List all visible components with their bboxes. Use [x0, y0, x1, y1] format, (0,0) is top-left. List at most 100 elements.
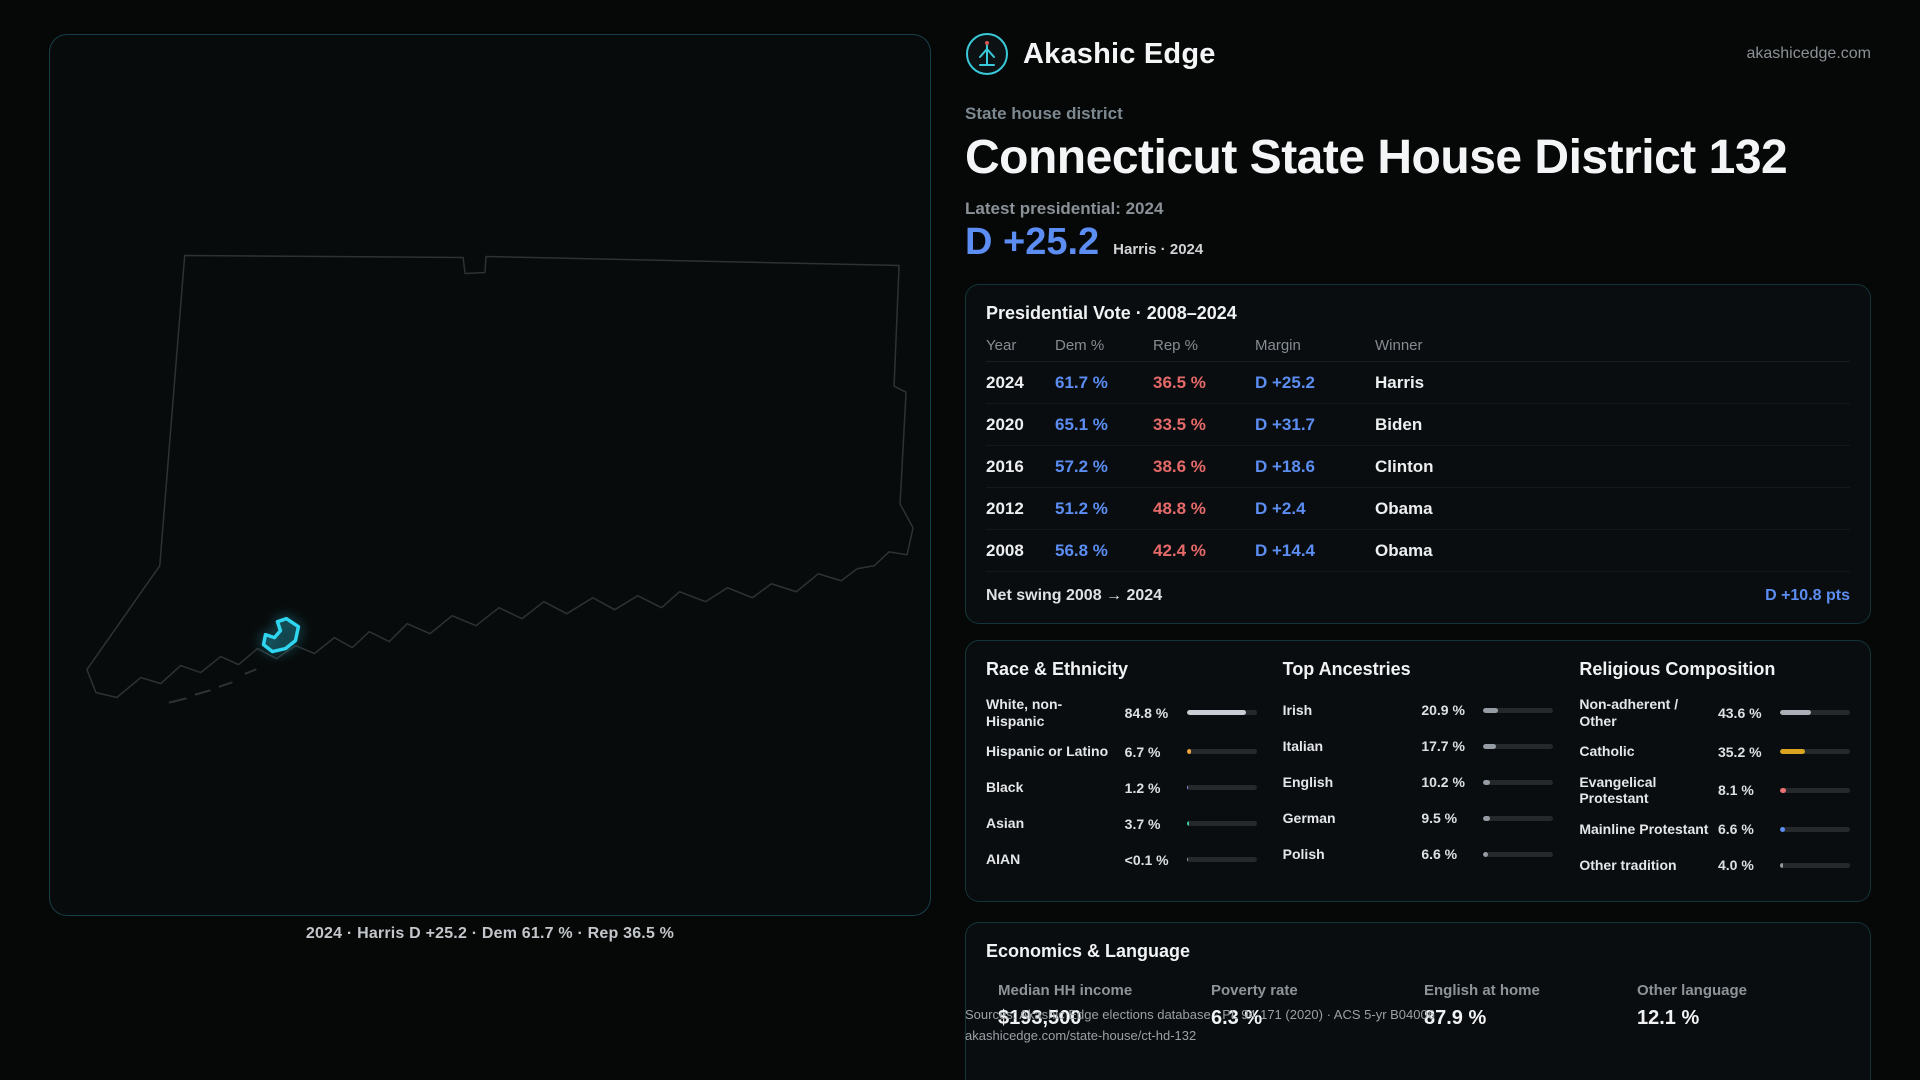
cell-rep-pct: 38.6 % — [1153, 456, 1206, 476]
demo-value: 10.2 % — [1421, 774, 1465, 790]
demo-bar-fill — [1779, 710, 1811, 716]
demo-row: Non-adherent / Other 43.6 % — [1579, 692, 1850, 734]
coastal-islands — [168, 668, 257, 704]
stat-label: English at home — [1424, 982, 1540, 1000]
demo-value: 17.7 % — [1421, 738, 1465, 754]
cell-winner: Clinton — [1375, 456, 1434, 476]
demo-value: 8.1 % — [1717, 782, 1754, 799]
footer: Sources: Akashic Edge elections database… — [965, 1004, 1565, 1046]
demo-bar-track — [1186, 749, 1257, 755]
demo-value: 1.2 % — [1124, 779, 1161, 796]
cell-year: 2016 — [986, 456, 1024, 476]
race-section-title: Race & Ethnicity — [986, 659, 1129, 679]
cell-dem-pct: 51.2 % — [1055, 498, 1108, 518]
col-header-winner: Winner — [1375, 337, 1423, 354]
demo-label: Black — [986, 779, 1024, 796]
religion-section-title: Religious Composition — [1579, 659, 1776, 679]
demo-bar-fill — [1483, 851, 1488, 857]
demo-label: Irish — [1282, 701, 1313, 718]
demo-bar-fill — [1483, 707, 1498, 713]
demo-label: Non-adherent / Other — [1579, 696, 1679, 729]
headline-margin: D +25.2 — [965, 221, 1100, 263]
table-row: 2008 56.8 % 42.4 % D +14.4 Obama — [986, 530, 1850, 572]
kicker: State house district — [965, 104, 1123, 123]
cell-rep-pct: 48.8 % — [1153, 498, 1206, 518]
stat-poverty-rate: Poverty rate 6.3 % — [1211, 982, 1424, 1030]
demo-bar-track — [1186, 710, 1257, 716]
demo-label: Evangelical Protestant — [1579, 773, 1657, 807]
connecticut-outline — [86, 254, 914, 699]
demo-row: Irish 20.9 % — [1283, 692, 1554, 728]
table-row: 2024 61.7 % 36.5 % D +25.2 Harris — [986, 362, 1850, 404]
cell-margin: D +25.2 — [1255, 372, 1316, 392]
demo-label: Other tradition — [1579, 856, 1677, 873]
footer-permalink[interactable]: akashicedge.com/state-house/ct-hd-132 — [965, 1028, 1197, 1043]
demo-value: 43.6 % — [1717, 704, 1762, 721]
demo-bar-track — [1186, 785, 1257, 791]
demo-bar-track — [1779, 749, 1850, 755]
demo-bar-track — [1779, 787, 1850, 793]
demo-value: 84.8 % — [1124, 704, 1169, 721]
demo-bar-fill — [1483, 779, 1491, 785]
demo-bar-track — [1779, 710, 1850, 716]
demo-row: Evangelical Protestant 8.1 % — [1579, 770, 1850, 812]
stat-english-at-home: English at home 87.9 % — [1424, 982, 1637, 1030]
stat-value: 12.1 % — [1637, 1007, 1700, 1030]
demo-row: White, non-Hispanic 84.8 % — [986, 692, 1257, 734]
table-row: 2020 65.1 % 33.5 % D +31.7 Biden — [986, 404, 1850, 446]
headline-sub: Harris · 2024 — [1113, 241, 1204, 258]
demo-bar-track — [1186, 821, 1257, 827]
demo-label: Polish — [1282, 845, 1325, 862]
demo-bar-fill — [1186, 785, 1188, 791]
demo-value: 6.6 % — [1717, 821, 1754, 838]
demo-row: Hispanic or Latino 6.7 % — [986, 734, 1257, 770]
district-map-panel — [49, 34, 931, 916]
presidential-vote-card: Presidential Vote · 2008–2024 Year Dem %… — [965, 284, 1871, 624]
brand-domain-link[interactable]: akashicedge.com — [1746, 45, 1871, 62]
demo-bar-track — [1186, 857, 1257, 863]
demo-value: 4.0 % — [1717, 857, 1754, 874]
cell-year: 2020 — [986, 414, 1024, 434]
race-ethnicity-section: Race & Ethnicity White, non-Hispanic 84.… — [986, 659, 1257, 883]
ancestries-section-title: Top Ancestries — [1282, 659, 1411, 679]
demo-label: Mainline Protestant — [1579, 820, 1709, 837]
cell-dem-pct: 65.1 % — [1055, 414, 1108, 434]
demo-value: <0.1 % — [1124, 851, 1169, 868]
cell-winner: Obama — [1375, 540, 1433, 560]
demo-value: 9.5 % — [1421, 810, 1458, 826]
economics-card: Economics & Language Median HH income $1… — [965, 922, 1871, 1080]
demo-value: 6.7 % — [1124, 743, 1161, 760]
demo-bar-fill — [1779, 749, 1805, 755]
demo-bar-fill — [1483, 743, 1496, 749]
demo-label: Hispanic or Latino — [986, 743, 1109, 760]
demo-row: Italian 17.7 % — [1283, 728, 1554, 764]
cell-margin: D +31.7 — [1255, 414, 1316, 434]
latest-presidential-label: Latest presidential: 2024 — [965, 199, 1164, 218]
table-row: 2016 57.2 % 38.6 % D +18.6 Clinton — [986, 446, 1850, 488]
demo-bar-fill — [1186, 749, 1192, 755]
header: Akashic Edge akashicedge.com — [965, 30, 1871, 78]
demo-row: Black 1.2 % — [986, 770, 1257, 806]
stat-label: Median HH income — [998, 982, 1133, 1000]
demo-bar-track — [1483, 707, 1554, 713]
demo-label: Asian — [986, 815, 1025, 832]
highlighted-district-shape — [261, 616, 301, 654]
cell-rep-pct: 33.5 % — [1153, 414, 1206, 434]
demo-label: English — [1282, 773, 1334, 790]
net-swing-label: Net swing 2008 → 2024 — [986, 587, 1163, 604]
map-caption: 2024 · Harris D +25.2 · Dem 61.7 % · Rep… — [305, 925, 675, 942]
cell-winner: Biden — [1375, 414, 1423, 434]
cell-margin: D +2.4 — [1255, 498, 1306, 518]
demo-row: Polish 6.6 % — [1283, 836, 1554, 872]
stat-label: Poverty rate — [1211, 982, 1298, 1000]
cell-dem-pct: 61.7 % — [1055, 372, 1108, 392]
col-header-dem: Dem % — [1055, 337, 1105, 354]
demo-row: Other tradition 4.0 % — [1579, 847, 1850, 883]
cell-winner: Obama — [1375, 498, 1433, 518]
col-header-rep: Rep % — [1153, 337, 1199, 354]
stat-label: Other language — [1637, 982, 1748, 1000]
stat-other-language: Other language 12.1 % — [1637, 982, 1850, 1030]
cell-rep-pct: 42.4 % — [1153, 540, 1206, 560]
demo-label: White, non-Hispanic — [986, 696, 1063, 729]
state-map — [86, 254, 914, 704]
